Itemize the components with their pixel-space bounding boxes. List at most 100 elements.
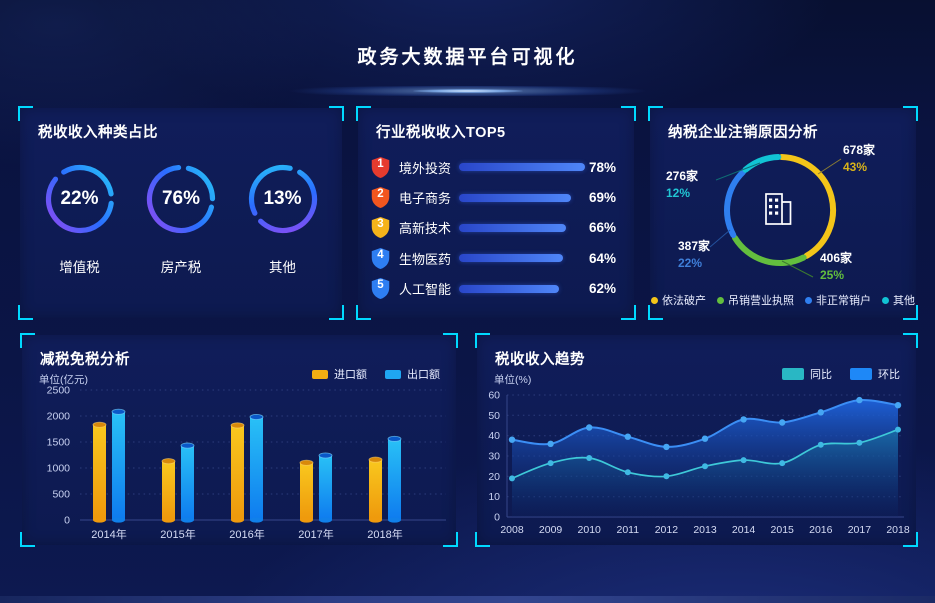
callout-license-revoked: 406家 25%	[820, 250, 852, 284]
page-header: 政务大数据平台可视化	[0, 0, 935, 100]
top5-row: 3 高新技术 66%	[370, 216, 622, 239]
ring-slice	[732, 234, 807, 267]
legend-item-other[interactable]: 其他	[882, 292, 915, 308]
mom-point	[701, 435, 709, 442]
legend-item-abnormal[interactable]: 非正常销户	[805, 292, 871, 308]
legend-item-imports[interactable]: 进口额	[312, 366, 367, 382]
callout-other: 276家 12%	[666, 168, 698, 202]
donut-value: 76%	[161, 188, 201, 209]
legend-item-exports[interactable]: 出口额	[385, 366, 440, 382]
donut-property-tax: 76% 房产税	[139, 162, 223, 276]
ring-slice	[778, 154, 837, 259]
corner-tr-icon	[903, 333, 918, 348]
value-percent: 69%	[588, 190, 616, 206]
callout-abnormal: 387家 22%	[678, 238, 710, 272]
y-tick: 20	[488, 471, 500, 483]
industry-label: 电子商务	[399, 191, 452, 207]
legend-item-mom[interactable]: 环比	[850, 366, 900, 382]
callout-percent: 25%	[820, 268, 845, 282]
legend-item-bankruptcy[interactable]: 依法破产	[651, 292, 706, 308]
x-tick: 2009	[539, 524, 563, 536]
rank-badge-icon: 1	[370, 156, 391, 179]
value-bar	[459, 223, 566, 232]
donut-label: 房产税	[160, 260, 202, 275]
yoy-point	[817, 441, 824, 448]
donut-ring-svg	[146, 164, 216, 234]
callout-leader-line	[781, 260, 814, 278]
legend-dot-icon	[717, 296, 724, 304]
legend-label: 其他	[893, 295, 915, 307]
y-axis-unit: 单位(%)	[494, 374, 532, 386]
legend-swatch-icon	[312, 369, 328, 379]
corner-tl-icon	[356, 106, 371, 121]
panel-title: 税收收入趋势	[495, 352, 585, 368]
legend-dot-icon	[651, 296, 658, 304]
donut-ring-svg	[248, 164, 317, 234]
mom-point	[817, 409, 824, 416]
bar-cylinder	[161, 458, 176, 523]
bar-cylinder	[230, 422, 245, 523]
corner-br-icon	[329, 305, 344, 320]
x-tick: 2018年	[367, 527, 402, 541]
corner-br-icon	[621, 305, 636, 320]
donut-ring-property-tax	[144, 162, 218, 236]
trend-legend: 同比 环比	[782, 366, 900, 382]
donut-value: 13%	[263, 188, 302, 209]
value-bar	[459, 163, 585, 172]
yoy-point	[856, 439, 863, 446]
legend-item-yoy[interactable]: 同比	[782, 366, 832, 382]
panel-cancellation-reasons: 纳税企业注销原因分析 678家 43% 276家 12% 387家 22% 40…	[648, 106, 918, 320]
legend-dot-icon	[805, 296, 812, 304]
legend-swatch-icon	[385, 369, 401, 379]
mom-point	[624, 433, 631, 440]
panel-title: 纳税企业注销原因分析	[668, 125, 818, 141]
rank-number: 5	[377, 279, 384, 292]
corner-bl-icon	[20, 532, 35, 547]
rank-number: 3	[377, 218, 384, 231]
yoy-point	[702, 463, 708, 470]
legend-item-license-revoked[interactable]: 吊销营业执照	[717, 292, 794, 308]
bar-cylinder	[368, 456, 383, 523]
y-tick: 60	[488, 390, 500, 402]
yoy-area	[512, 429, 898, 517]
bar-cylinder	[318, 452, 333, 523]
callout-percent: 22%	[678, 256, 703, 270]
bar-cylinder	[249, 413, 264, 523]
corner-tr-icon	[443, 333, 458, 348]
y-tick: 500	[52, 489, 70, 501]
industry-label: 生物医药	[399, 251, 452, 267]
corner-tl-icon	[18, 106, 33, 121]
y-tick: 1500	[47, 437, 71, 449]
corner-tl-icon	[475, 333, 490, 348]
building-icon	[765, 193, 792, 225]
mom-point	[547, 440, 554, 447]
y-tick: 40	[488, 430, 500, 442]
yoy-point	[586, 455, 593, 461]
bar-cylinder	[180, 442, 195, 523]
panel-tax-type-share: 税收收入种类占比 22% 增值税 76% 房产税	[18, 106, 344, 320]
corner-bl-icon	[475, 532, 490, 547]
y-tick: 50	[488, 410, 500, 422]
x-tick: 2008	[500, 524, 524, 536]
panel-revenue-trend: 税收收入趋势 单位(%) 同比 环比 0 10 20 30 40 50 60 2008 2009…	[475, 333, 918, 547]
bar-cylinder	[387, 435, 402, 523]
callout-count: 276家	[666, 169, 699, 183]
area-chart-svg: 0 10 20 30 40 50 60 2008 2009 2010 2011 2012 2013 201…	[488, 390, 910, 537]
x-tick: 2013	[693, 524, 717, 536]
callout-leader-line	[817, 158, 842, 175]
industry-label: 高新技术	[399, 221, 452, 237]
rank-badge-icon: 4	[370, 247, 391, 270]
bottom-glow-strip	[0, 596, 935, 603]
mom-point	[586, 424, 593, 431]
top5-row: 5 人工智能 62%	[370, 277, 622, 300]
yoy-point	[624, 469, 631, 476]
x-tick: 2012	[655, 524, 679, 536]
legend-swatch-icon	[850, 368, 872, 380]
rank-badge-icon: 3	[370, 216, 391, 239]
yoy-point	[740, 457, 747, 464]
callout-percent: 43%	[843, 160, 868, 174]
donut-label: 增值税	[59, 260, 100, 275]
corner-bl-icon	[356, 305, 371, 320]
mom-point	[740, 416, 747, 423]
donut-vat: 22% 增值税	[38, 162, 122, 276]
